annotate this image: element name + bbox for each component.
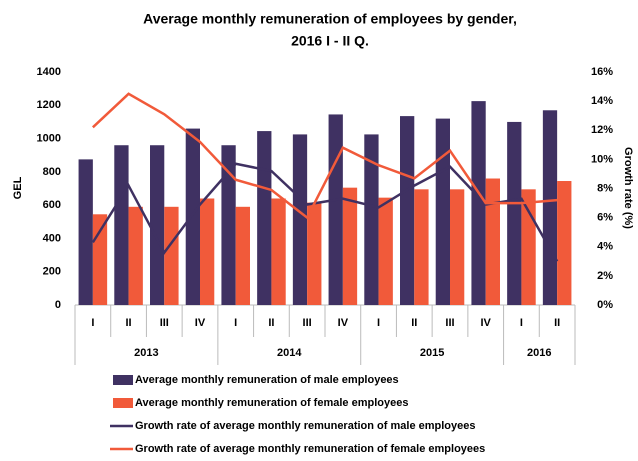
bar <box>292 134 308 305</box>
bar <box>328 114 343 305</box>
line <box>91 162 559 262</box>
bar <box>542 110 558 306</box>
legend-label: Growth rate of average monthly remunerat… <box>135 420 475 432</box>
x-tick-label: III <box>303 317 312 329</box>
y2-tick-label: 14% <box>591 95 613 107</box>
line <box>92 92 558 220</box>
y2-tick-label: 2% <box>597 270 613 282</box>
x-tick-label: IV <box>481 317 492 329</box>
y-tick-label: 1000 <box>37 132 61 144</box>
y2-tick-label: 12% <box>591 124 613 136</box>
bar <box>92 214 108 305</box>
bar <box>235 206 250 305</box>
legend-swatch <box>113 375 133 385</box>
bar <box>378 197 393 305</box>
bar <box>257 131 272 305</box>
bar <box>307 202 322 305</box>
legend-label: Average monthly remuneration of female e… <box>135 397 408 409</box>
y-tick-label: 800 <box>43 166 61 178</box>
x-group-label: 2016 <box>527 347 551 359</box>
y2-tick-label: 8% <box>597 182 613 194</box>
y-tick-label: 0 <box>55 299 61 311</box>
y-tick-label: 1200 <box>37 99 61 111</box>
y-tick-label: 1400 <box>37 66 61 78</box>
legend-swatch <box>113 398 133 408</box>
bar <box>114 145 129 305</box>
y-tick-label: 200 <box>43 266 61 278</box>
bar <box>342 187 358 305</box>
x-tick-label: IV <box>338 317 349 329</box>
y-tick-label: 600 <box>43 199 61 211</box>
x-group-label: 2013 <box>134 347 158 359</box>
y2-tick-label: 4% <box>597 241 613 253</box>
bar <box>435 118 450 305</box>
bar <box>450 189 465 305</box>
chart-subtitle: 2016 I - II Q. <box>291 33 369 49</box>
x-tick-label: II <box>126 317 132 329</box>
x-tick-label: III <box>445 317 454 329</box>
x-group-label: 2014 <box>277 347 302 359</box>
y2-tick-label: 6% <box>597 212 613 224</box>
y-axis-label: GEL <box>12 176 24 199</box>
chart-title: Average monthly remuneration of employee… <box>143 11 517 27</box>
bar <box>364 134 379 305</box>
y-tick-label: 400 <box>43 232 61 244</box>
x-tick-label: II <box>411 317 417 329</box>
x-tick-label: I <box>520 317 523 329</box>
bar <box>221 145 236 305</box>
bar <box>400 116 415 305</box>
bar <box>485 178 500 305</box>
bar <box>128 206 143 305</box>
bar <box>507 121 522 305</box>
bar <box>414 189 429 305</box>
y2-tick-label: 0% <box>597 299 613 311</box>
bar <box>271 198 286 305</box>
x-tick-label: I <box>234 317 237 329</box>
x-group-label: 2015 <box>420 347 444 359</box>
bar <box>78 159 93 305</box>
bar <box>557 181 572 305</box>
bar <box>150 145 165 305</box>
y2-tick-label: 10% <box>591 153 613 165</box>
y2-axis-label: Growth rate (%) <box>622 147 634 229</box>
x-tick-label: I <box>377 317 380 329</box>
bar <box>471 101 486 305</box>
legend-label: Average monthly remuneration of male emp… <box>135 374 399 386</box>
legend-label: Growth rate of average monthly remunerat… <box>135 443 485 455</box>
bar <box>164 206 179 305</box>
x-tick-label: II <box>268 317 274 329</box>
bar <box>200 198 215 305</box>
x-tick-label: I <box>91 317 94 329</box>
bar <box>521 189 536 305</box>
y2-tick-label: 16% <box>591 66 613 78</box>
x-tick-label: IV <box>195 317 206 329</box>
x-tick-label: II <box>554 317 560 329</box>
x-tick-label: III <box>160 317 169 329</box>
bar <box>185 128 200 305</box>
